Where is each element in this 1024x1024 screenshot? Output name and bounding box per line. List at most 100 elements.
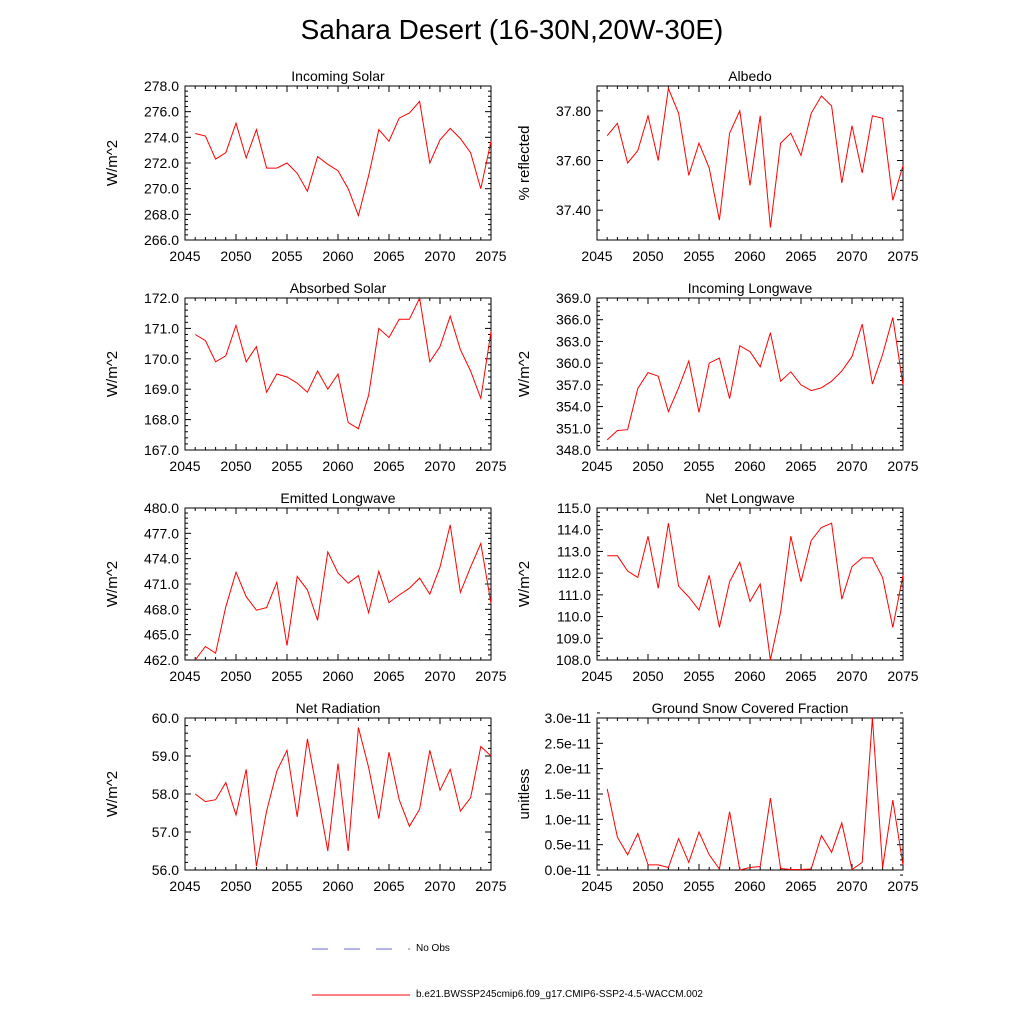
x-tick-label: 2045 — [169, 668, 200, 684]
x-tick-label: 2050 — [632, 458, 663, 474]
y-tick-label: 172.0 — [144, 290, 179, 306]
panel-title: Absorbed Solar — [290, 280, 387, 296]
y-axis-label: W/m^2 — [104, 351, 121, 397]
series-line — [194, 524, 492, 661]
y-tick-label: 170.0 — [144, 351, 179, 367]
y-tick-label: 58.0 — [152, 786, 179, 802]
y-tick-label: 276.0 — [144, 104, 179, 120]
x-tick-label: 2070 — [424, 668, 455, 684]
x-tick-label: 2055 — [271, 668, 302, 684]
y-tick-label: 266.0 — [144, 232, 179, 248]
y-axis-label: % reflected — [516, 125, 533, 200]
y-tick-label: 169.0 — [144, 381, 179, 397]
x-tick-label: 2050 — [220, 668, 251, 684]
x-tick-label: 2070 — [424, 458, 455, 474]
y-axis-label: unitless — [516, 769, 533, 820]
x-tick-label: 2065 — [785, 248, 816, 264]
chart-panel-6: 2045 2050 2055 2060 2065 2070 2075 108.0 109.0 11… — [516, 490, 919, 684]
x-tick-label: 2045 — [581, 878, 612, 894]
chart-panel-5: 2045 2050 2055 2060 2065 2070 2075 462.0 465.0 46… — [104, 490, 507, 684]
y-tick-label: 0.0e-11 — [545, 862, 592, 878]
y-tick-label: 171.0 — [144, 320, 179, 336]
x-tick-label: 2045 — [581, 668, 612, 684]
x-tick-label: 2075 — [475, 878, 506, 894]
x-tick-label: 2075 — [887, 458, 918, 474]
x-tick-label: 2045 — [169, 878, 200, 894]
y-tick-label: 112.0 — [557, 565, 591, 581]
series-line — [194, 296, 492, 430]
panel-title: Net Radiation — [296, 700, 381, 716]
y-tick-label: 59.0 — [152, 748, 179, 764]
y-tick-label: 268.0 — [144, 206, 179, 222]
y-tick-label: 114.0 — [557, 522, 591, 538]
y-axis-label: W/m^2 — [104, 771, 121, 817]
x-tick-label: 2075 — [887, 878, 918, 894]
y-tick-label: 168.0 — [144, 412, 179, 428]
x-tick-label: 2065 — [373, 458, 404, 474]
series-line — [195, 100, 492, 218]
x-tick-label: 2060 — [734, 668, 765, 684]
plot-frame — [596, 507, 904, 661]
y-tick-label: 474.0 — [144, 551, 179, 567]
y-tick-label: 2.0e-11 — [545, 761, 592, 777]
y-tick-label: 60.0 — [152, 710, 179, 726]
x-tick-label: 2055 — [683, 878, 714, 894]
x-tick-label: 2050 — [220, 458, 251, 474]
x-tick-label: 2065 — [373, 878, 404, 894]
plot-frame — [184, 85, 492, 241]
plot-frame — [184, 507, 492, 661]
chart-panel-3: 2045 2050 2055 2060 2065 2070 2075 167.0 168.0 16… — [104, 280, 507, 474]
panel-title: Incoming Longwave — [688, 280, 813, 296]
y-tick-label: 37.80 — [556, 103, 591, 119]
y-tick-label: 1.0e-11 — [545, 811, 592, 827]
x-tick-label: 2055 — [683, 458, 714, 474]
series-line — [607, 522, 904, 661]
y-tick-label: 360.0 — [556, 355, 591, 371]
x-tick-label: 2055 — [683, 248, 714, 264]
x-tick-label: 2050 — [632, 248, 663, 264]
x-tick-label: 2070 — [836, 458, 867, 474]
y-tick-label: 110.0 — [557, 609, 591, 625]
y-tick-label: 480.0 — [144, 500, 179, 516]
panel-title: Net Longwave — [705, 490, 795, 506]
y-tick-label: 366.0 — [556, 312, 591, 328]
x-tick-label: 2055 — [683, 668, 714, 684]
panel-title: Emitted Longwave — [280, 490, 395, 506]
y-axis-label: W/m^2 — [104, 140, 121, 186]
y-tick-label: 363.0 — [556, 333, 591, 349]
y-tick-label: 468.0 — [144, 601, 179, 617]
series-line — [606, 86, 904, 228]
y-tick-label: 357.0 — [556, 377, 591, 393]
y-tick-label: 477.0 — [144, 525, 179, 541]
y-tick-label: 37.40 — [556, 202, 591, 218]
y-tick-label: 1.5e-11 — [545, 786, 592, 802]
x-tick-label: 2060 — [734, 248, 765, 264]
x-tick-label: 2060 — [322, 878, 353, 894]
x-tick-label: 2045 — [581, 458, 612, 474]
x-tick-label: 2060 — [322, 248, 353, 264]
y-tick-label: 3.0e-11 — [545, 710, 592, 726]
plot-frame — [596, 717, 904, 871]
y-tick-label: 348.0 — [556, 442, 591, 458]
y-tick-label: 111.0 — [558, 587, 591, 603]
x-tick-label: 2075 — [887, 668, 918, 684]
x-tick-label: 2065 — [785, 668, 816, 684]
y-axis-label: W/m^2 — [516, 561, 533, 607]
y-tick-label: 471.0 — [144, 576, 179, 592]
y-tick-label: 167.0 — [144, 442, 179, 458]
x-tick-label: 2055 — [271, 248, 302, 264]
y-axis-label: W/m^2 — [516, 351, 533, 397]
x-tick-label: 2065 — [373, 248, 404, 264]
y-tick-label: 56.0 — [152, 862, 179, 878]
series-line — [606, 317, 904, 441]
y-tick-label: 108.0 — [556, 652, 591, 668]
y-tick-label: 109.0 — [556, 630, 591, 646]
chart-panel-4: 2045 2050 2055 2060 2065 2070 2075 348.0 351.0 35… — [516, 280, 919, 474]
y-axis-label: W/m^2 — [104, 561, 121, 607]
x-tick-label: 2070 — [836, 668, 867, 684]
y-tick-label: 113.0 — [557, 543, 591, 559]
series-line — [606, 717, 904, 871]
panel-title: Ground Snow Covered Fraction — [652, 700, 849, 716]
x-tick-label: 2060 — [734, 878, 765, 894]
x-tick-label: 2045 — [581, 248, 612, 264]
